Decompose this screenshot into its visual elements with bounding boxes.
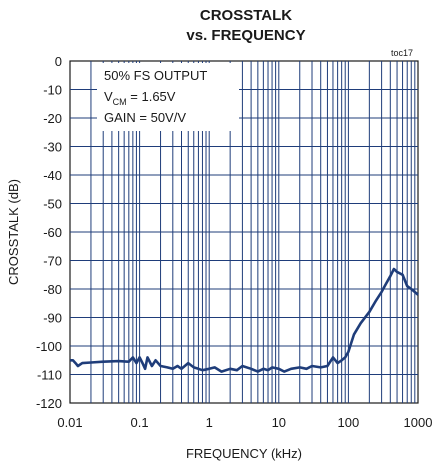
x-tick-label: 0.01	[57, 415, 82, 430]
annotation-vcm: VCM = 1.65V	[104, 89, 176, 107]
x-tick-labels: 0.01 0.1 1 10 100 1000	[57, 415, 432, 430]
crosstalk-series-line	[70, 267, 419, 373]
x-tick-label: 1000	[404, 415, 433, 430]
x-tick-label: 0.1	[131, 415, 149, 430]
y-tick-label: -90	[43, 311, 62, 326]
y-tick-labels: 0 -10 -20 -30 -40 -50 -60 -70 -80 -90 -100 -110 -120	[36, 54, 62, 411]
annotation-vcm-value: = 1.65V	[127, 89, 176, 104]
y-tick-label: -120	[36, 396, 62, 411]
y-tick-label: -100	[36, 339, 62, 354]
y-tick-label: -70	[43, 254, 62, 269]
x-tick-label: 10	[272, 415, 286, 430]
chart-title-line1: CROSSTALK	[200, 7, 292, 24]
x-axis-label: FREQUENCY (kHz)	[186, 446, 302, 461]
y-tick-label: -50	[43, 197, 62, 212]
annotation-vcm-subscript: CM	[113, 97, 127, 107]
y-tick-label: -10	[43, 83, 62, 98]
x-tick-label: 1	[206, 415, 213, 430]
y-tick-label: -80	[43, 282, 62, 297]
chart-title-line2: vs. FREQUENCY	[186, 27, 305, 44]
annotation-box	[97, 63, 239, 131]
annotation-gain: GAIN = 50V/V	[104, 110, 186, 125]
y-tick-label: -110	[37, 368, 62, 383]
y-tick-label: 0	[55, 54, 62, 69]
y-tick-label: -20	[43, 111, 62, 126]
y-tick-label: -40	[43, 168, 62, 183]
y-tick-label: -30	[43, 140, 62, 155]
annotation-vcm-prefix: V	[104, 89, 113, 104]
y-axis-label: CROSSTALK (dB)	[6, 179, 21, 285]
y-tick-label: -60	[43, 225, 62, 240]
figure-id: toc17	[391, 48, 413, 58]
x-tick-label: 100	[338, 415, 360, 430]
annotation-output: 50% FS OUTPUT	[104, 68, 207, 83]
